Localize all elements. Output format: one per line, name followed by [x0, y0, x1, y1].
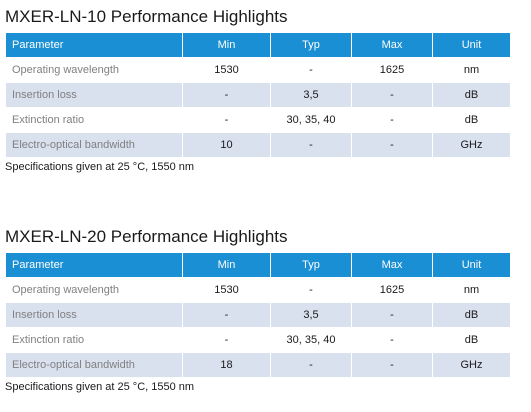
- table-row: Extinction ratio - 30, 35, 40 - dB: [5, 107, 511, 133]
- header-unit: Unit: [432, 32, 511, 58]
- header-min: Min: [182, 32, 271, 58]
- cell-parameter: Electro-optical bandwidth: [5, 352, 183, 378]
- cell-parameter: Insertion loss: [5, 82, 183, 108]
- cell-typ: -: [270, 132, 352, 158]
- spec-block-mxer-ln-20: MXER-LN-20 Performance Highlights Parame…: [5, 226, 511, 394]
- cell-min: -: [182, 82, 271, 108]
- table-row: Operating wavelength 1530 - 1625 nm: [5, 277, 511, 303]
- cell-typ: -: [270, 277, 352, 303]
- cell-unit: GHz: [432, 352, 511, 378]
- cell-typ: 30, 35, 40: [270, 327, 352, 353]
- header-unit: Unit: [432, 252, 511, 278]
- cell-parameter: Electro-optical bandwidth: [5, 132, 183, 158]
- cell-max: 1625: [351, 57, 433, 83]
- cell-unit: dB: [432, 327, 511, 353]
- cell-max: -: [351, 132, 433, 158]
- specification-note: Specifications given at 25 °C, 1550 nm: [5, 381, 195, 393]
- cell-typ: 3,5: [270, 302, 352, 328]
- table-row: Extinction ratio - 30, 35, 40 - dB: [5, 327, 511, 353]
- cell-parameter: Extinction ratio: [5, 327, 183, 353]
- cell-min: 1530: [182, 277, 271, 303]
- header-parameter: Parameter: [5, 252, 183, 278]
- table-row: Insertion loss - 3,5 - dB: [5, 82, 511, 108]
- table-row: Insertion loss - 3,5 - dB: [5, 302, 511, 328]
- cell-min: -: [182, 302, 271, 328]
- header-max: Max: [351, 32, 433, 58]
- cell-unit: nm: [432, 277, 511, 303]
- cell-max: -: [351, 82, 433, 108]
- cell-unit: dB: [432, 82, 511, 108]
- table-header-row: Parameter Min Typ Max Unit: [5, 32, 511, 58]
- cell-min: -: [182, 327, 271, 353]
- cell-min: 10: [182, 132, 271, 158]
- specification-note: Specifications given at 25 °C, 1550 nm: [5, 161, 195, 173]
- cell-max: -: [351, 107, 433, 133]
- table-title: MXER-LN-20 Performance Highlights: [5, 227, 288, 246]
- cell-typ: 3,5: [270, 82, 352, 108]
- header-max: Max: [351, 252, 433, 278]
- cell-min: 18: [182, 352, 271, 378]
- cell-typ: -: [270, 57, 352, 83]
- cell-parameter: Operating wavelength: [5, 57, 183, 83]
- header-min: Min: [182, 252, 271, 278]
- cell-unit: nm: [432, 57, 511, 83]
- cell-max: -: [351, 327, 433, 353]
- table-row: Electro-optical bandwidth 18 - - GHz: [5, 352, 511, 378]
- table-row: Electro-optical bandwidth 10 - - GHz: [5, 132, 511, 158]
- cell-unit: dB: [432, 302, 511, 328]
- header-typ: Typ: [270, 32, 352, 58]
- cell-max: -: [351, 302, 433, 328]
- cell-unit: dB: [432, 107, 511, 133]
- cell-max: -: [351, 352, 433, 378]
- header-parameter: Parameter: [5, 32, 183, 58]
- header-typ: Typ: [270, 252, 352, 278]
- cell-typ: 30, 35, 40: [270, 107, 352, 133]
- cell-typ: -: [270, 352, 352, 378]
- cell-parameter: Extinction ratio: [5, 107, 183, 133]
- cell-parameter: Operating wavelength: [5, 277, 183, 303]
- cell-unit: GHz: [432, 132, 511, 158]
- spec-block-mxer-ln-10: MXER-LN-10 Performance Highlights Parame…: [5, 6, 511, 174]
- performance-table: Parameter Min Typ Max Unit Operating wav…: [5, 32, 511, 158]
- cell-min: -: [182, 107, 271, 133]
- table-header-row: Parameter Min Typ Max Unit: [5, 252, 511, 278]
- cell-max: 1625: [351, 277, 433, 303]
- table-title: MXER-LN-10 Performance Highlights: [5, 7, 288, 26]
- performance-table: Parameter Min Typ Max Unit Operating wav…: [5, 252, 511, 378]
- cell-parameter: Insertion loss: [5, 302, 183, 328]
- cell-min: 1530: [182, 57, 271, 83]
- table-row: Operating wavelength 1530 - 1625 nm: [5, 57, 511, 83]
